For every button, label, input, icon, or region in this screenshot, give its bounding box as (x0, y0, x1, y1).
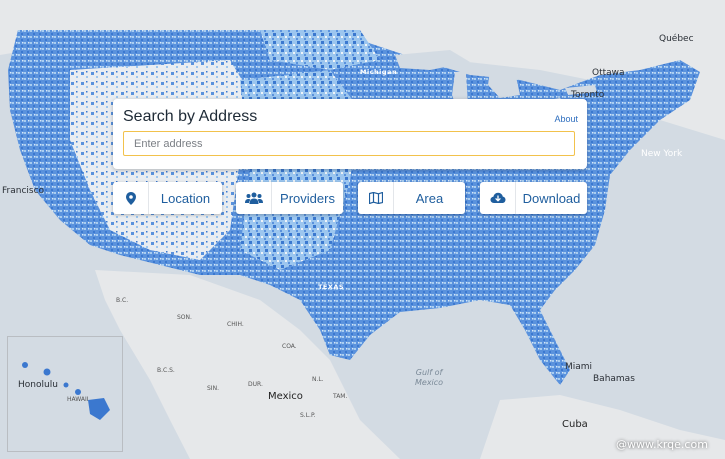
label-bcs: B.C.S. (157, 367, 175, 374)
watermark: @www.krqe.com (616, 438, 708, 451)
label-coa: COA. (282, 343, 297, 350)
label-tam: TAM. (333, 393, 348, 400)
hawaii-inset (7, 336, 123, 452)
label-bc: B.C. (116, 297, 129, 304)
about-link[interactable]: About (554, 114, 578, 124)
label-miami: Miami (565, 362, 593, 372)
mexico-land (95, 270, 400, 459)
area-label: Area (415, 190, 444, 206)
label-toronto: Toronto (571, 90, 605, 100)
label-mexico: Mexico (268, 391, 303, 402)
download-label: Download (522, 190, 581, 206)
search-by-address-panel: Search by Address About (113, 99, 587, 169)
lake-superior (395, 50, 470, 70)
providers-label: Providers (280, 190, 335, 206)
hawaii-islands (22, 362, 110, 420)
caribbean-land (480, 395, 725, 459)
search-title: Search by Address (123, 108, 258, 125)
location-button[interactable]: Location (113, 182, 222, 214)
users-icon (236, 182, 272, 214)
location-label: Location (160, 190, 211, 206)
lake-huron (488, 70, 520, 98)
label-new-york: New York (641, 149, 683, 159)
area-button[interactable]: Area (358, 182, 465, 214)
label-slp: S.L.P. (300, 412, 316, 419)
label-san-francisco: Francisco (2, 186, 45, 196)
label-nl: N.L. (312, 376, 324, 383)
download-button[interactable]: Download (480, 182, 587, 214)
label-gulf-of-mexico: Gulf of Mexico (415, 368, 444, 387)
label-hawaii: HAWAII (67, 396, 89, 403)
map-pin-icon (113, 182, 149, 214)
label-texas: TEXAS (318, 283, 345, 291)
label-chih: CHIH. (227, 321, 244, 328)
label-bahamas: Bahamas (593, 374, 635, 384)
map-icon (358, 182, 394, 214)
providers-button[interactable]: Providers (236, 182, 343, 214)
label-sin: SIN. (207, 385, 219, 392)
north-woods (260, 30, 380, 70)
label-son: SON. (177, 314, 192, 321)
label-dur: DUR. (248, 381, 263, 388)
label-quebec: Québec (659, 34, 694, 44)
lake-ontario (565, 85, 597, 95)
cloud-download-icon (480, 182, 516, 214)
address-input[interactable] (123, 131, 575, 156)
label-michigan: Michigan (360, 68, 398, 76)
label-ottawa: Ottawa (592, 68, 625, 78)
label-honolulu: Honolulu (18, 380, 58, 390)
label-cuba: Cuba (562, 419, 588, 430)
